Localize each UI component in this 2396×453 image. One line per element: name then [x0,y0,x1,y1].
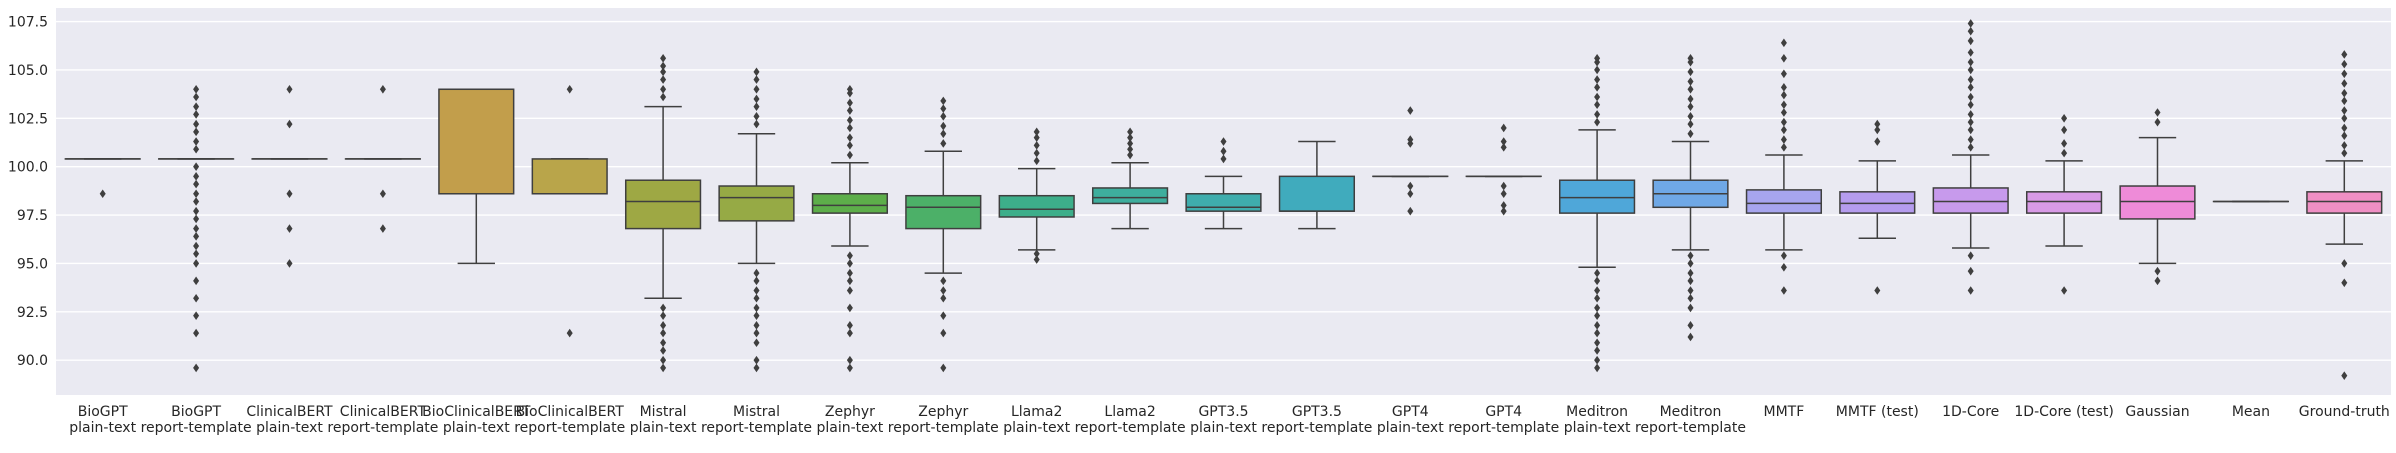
box-7 [719,186,794,221]
x-tick-label-13-0: GPT3.5 [1292,404,1342,420]
y-tick-label-6: 105.0 [8,63,48,79]
x-tick-label-3-1: report-template [327,420,438,436]
x-tick-label-5-0: BioClinicalBERT [516,404,625,420]
x-tick-label-23-0: Mean [2232,404,2270,420]
x-tick-label-21-0: 1D-Core (test) [2014,404,2113,420]
x-tick-label-20-0: 1D-Core [1942,404,1999,420]
x-tick-label-4-0: BioClinicalBERT [422,404,531,420]
x-tick-label-12-1: plain-text [1190,420,1257,436]
x-tick-label-0-1: plain-text [69,420,136,436]
x-tick-label-10-1: plain-text [1003,420,1070,436]
x-tick-label-4-1: plain-text [443,420,510,436]
x-tick-label-18-0: MMTF [1764,404,1805,420]
x-tick-label-1-0: BioGPT [171,404,221,420]
x-tick-label-11-1: report-template [1075,420,1186,436]
x-tick-label-17-1: report-template [1635,420,1746,436]
x-tick-label-7-1: report-template [701,420,812,436]
x-tick-label-14-1: plain-text [1377,420,1444,436]
box-6 [626,180,701,228]
y-tick-label-2: 95.0 [17,256,48,272]
box-12 [1186,194,1261,211]
x-tick-label-10-0: Llama2 [1011,404,1062,420]
box-18 [1747,190,1822,213]
x-tick-label-3-0: ClinicalBERT [340,404,427,420]
y-tick-label-5: 102.5 [8,111,48,127]
box-9 [906,196,981,229]
x-tick-label-9-1: report-template [888,420,999,436]
x-tick-label-6-1: plain-text [630,420,697,436]
x-tick-label-2-0: ClinicalBERT [246,404,333,420]
box-22 [2120,186,2195,219]
x-tick-label-24-0: Ground-truth [2299,404,2390,420]
x-tick-label-16-1: plain-text [1564,420,1631,436]
x-tick-label-12-0: GPT3.5 [1198,404,1248,420]
x-tick-label-9-0: Zephyr [918,404,968,420]
y-tick-label-4: 100.0 [8,160,48,176]
box-11 [1093,188,1168,203]
box-20 [1933,188,2008,213]
x-tick-label-11-0: Llama2 [1104,404,1155,420]
x-tick-label-13-1: report-template [1261,420,1372,436]
x-tick-label-6-0: Mistral [640,404,687,420]
x-tick-label-15-0: GPT4 [1485,404,1522,420]
box-5 [532,159,607,194]
x-tick-label-5-1: report-template [514,420,625,436]
box-19 [1840,192,1915,213]
x-tick-label-19-0: MMTF (test) [1836,404,1919,420]
y-tick-label-1: 92.5 [17,305,48,321]
x-tick-label-2-1: plain-text [256,420,323,436]
box-24 [2307,192,2382,213]
x-tick-label-7-0: Mistral [733,404,780,420]
box-10 [999,196,1074,217]
x-tick-label-16-0: Meditron [1566,404,1628,420]
y-tick-label-3: 97.5 [17,208,48,224]
x-tick-label-22-0: Gaussian [2125,404,2189,420]
x-tick-label-17-0: Meditron [1660,404,1722,420]
box-21 [2027,192,2102,213]
box-13 [1280,176,1355,211]
x-tick-label-8-0: Zephyr [825,404,875,420]
x-tick-label-1-1: report-template [141,420,252,436]
box-4 [439,89,514,193]
y-tick-label-0: 90.0 [17,353,48,369]
box-16 [1560,180,1635,213]
x-tick-label-8-1: plain-text [816,420,883,436]
x-tick-label-0-0: BioGPT [78,404,128,420]
box-8 [813,194,888,213]
y-tick-label-7: 107.5 [8,15,48,31]
x-tick-label-15-1: report-template [1448,420,1559,436]
x-tick-label-14-0: GPT4 [1392,404,1429,420]
